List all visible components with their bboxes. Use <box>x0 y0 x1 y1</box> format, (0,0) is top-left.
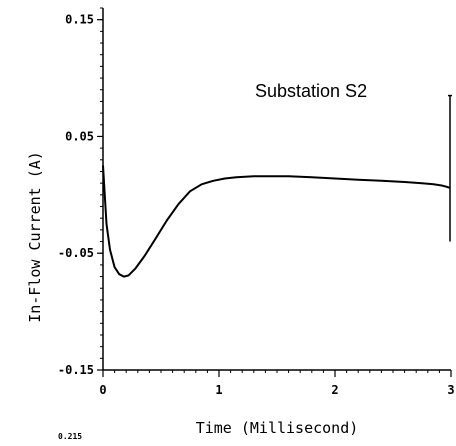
x-tick-label: 0 <box>99 383 106 397</box>
x-tick-label: 3 <box>447 383 454 397</box>
ticks-layer: -0.15 -0.05 0.05 0.15 0 1 2 3 <box>58 7 455 397</box>
y-axis-title: In-Flow Current (A) <box>26 151 44 323</box>
x-tick-label: 1 <box>215 383 222 397</box>
y-tick-label: 0.05 <box>65 129 94 143</box>
x-tick-label: 2 <box>331 383 338 397</box>
y-tick-label: 0.15 <box>65 13 94 27</box>
bottom-artifact-label: 0.215 <box>58 432 82 441</box>
series-layer <box>102 94 452 278</box>
y-tick-label: -0.05 <box>58 246 94 260</box>
x-axis-title: Time (Millisecond) <box>196 419 359 437</box>
y-tick-label: -0.15 <box>58 363 94 377</box>
substation-annotation: Substation S2 <box>255 81 367 101</box>
series-line <box>102 165 451 278</box>
axes-layer <box>102 8 451 371</box>
